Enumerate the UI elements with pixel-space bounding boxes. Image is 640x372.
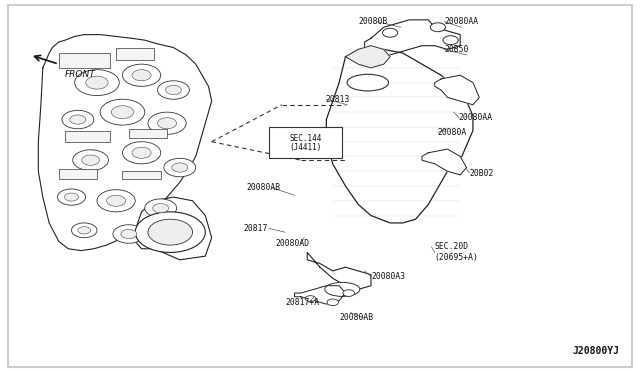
FancyBboxPatch shape [129, 129, 167, 138]
Circle shape [121, 230, 137, 238]
Circle shape [122, 64, 161, 86]
Text: 20B50: 20B50 [444, 45, 468, 54]
Circle shape [443, 36, 458, 45]
Polygon shape [365, 20, 460, 57]
Text: 20817+A: 20817+A [285, 298, 319, 307]
Text: 20080B: 20080B [358, 17, 387, 26]
Polygon shape [346, 46, 390, 68]
FancyBboxPatch shape [59, 53, 109, 68]
Circle shape [305, 296, 316, 302]
Polygon shape [294, 286, 346, 304]
Circle shape [86, 76, 108, 89]
FancyBboxPatch shape [8, 5, 632, 367]
Text: 20080AB: 20080AB [246, 183, 281, 192]
Circle shape [166, 86, 181, 94]
Text: 20080AA: 20080AA [444, 17, 478, 26]
Circle shape [343, 290, 355, 296]
Text: (J4411): (J4411) [290, 143, 322, 152]
FancyBboxPatch shape [59, 169, 97, 179]
Text: 20080A3: 20080A3 [371, 272, 405, 281]
Polygon shape [307, 253, 371, 289]
Circle shape [157, 118, 177, 129]
Text: 20080AA: 20080AA [459, 113, 493, 122]
FancyBboxPatch shape [269, 127, 342, 158]
Text: 20813: 20813 [325, 95, 349, 104]
Text: J20800YJ: J20800YJ [573, 346, 620, 356]
Text: 20080AB: 20080AB [339, 313, 373, 322]
Circle shape [122, 142, 161, 164]
Polygon shape [135, 197, 212, 260]
Polygon shape [38, 35, 212, 251]
Circle shape [153, 203, 169, 213]
Text: 20817: 20817 [244, 224, 268, 233]
Circle shape [111, 106, 134, 119]
Text: 20080A: 20080A [438, 128, 467, 137]
Circle shape [106, 195, 125, 206]
Circle shape [161, 230, 186, 245]
Circle shape [73, 150, 108, 170]
Circle shape [148, 112, 186, 134]
Circle shape [157, 81, 189, 99]
Circle shape [97, 190, 135, 212]
Polygon shape [435, 75, 479, 105]
Circle shape [72, 223, 97, 238]
Ellipse shape [324, 282, 360, 296]
Circle shape [172, 163, 188, 172]
Circle shape [75, 70, 119, 96]
Circle shape [430, 23, 445, 32]
Polygon shape [326, 49, 473, 223]
Text: 20B02: 20B02 [470, 169, 494, 177]
Circle shape [148, 219, 193, 245]
Circle shape [78, 227, 91, 234]
Text: SEC.20D: SEC.20D [435, 243, 469, 251]
Ellipse shape [347, 74, 388, 91]
Circle shape [113, 225, 145, 243]
Text: SEC.144: SEC.144 [290, 134, 322, 143]
Circle shape [70, 115, 86, 124]
Circle shape [58, 189, 86, 205]
FancyBboxPatch shape [122, 171, 161, 179]
Polygon shape [422, 149, 467, 175]
FancyBboxPatch shape [65, 131, 109, 142]
Circle shape [164, 158, 196, 177]
Circle shape [167, 234, 180, 241]
Circle shape [132, 70, 151, 81]
Circle shape [327, 299, 339, 306]
Circle shape [100, 99, 145, 125]
Circle shape [62, 110, 94, 129]
Circle shape [383, 28, 397, 37]
Text: FRONT: FRONT [65, 70, 96, 79]
Circle shape [145, 199, 177, 217]
Circle shape [135, 212, 205, 253]
FancyBboxPatch shape [116, 48, 154, 61]
Circle shape [132, 147, 151, 158]
Text: (20695+A): (20695+A) [435, 253, 479, 263]
Circle shape [82, 155, 100, 165]
Text: 20080AD: 20080AD [275, 239, 310, 248]
Circle shape [65, 193, 79, 201]
